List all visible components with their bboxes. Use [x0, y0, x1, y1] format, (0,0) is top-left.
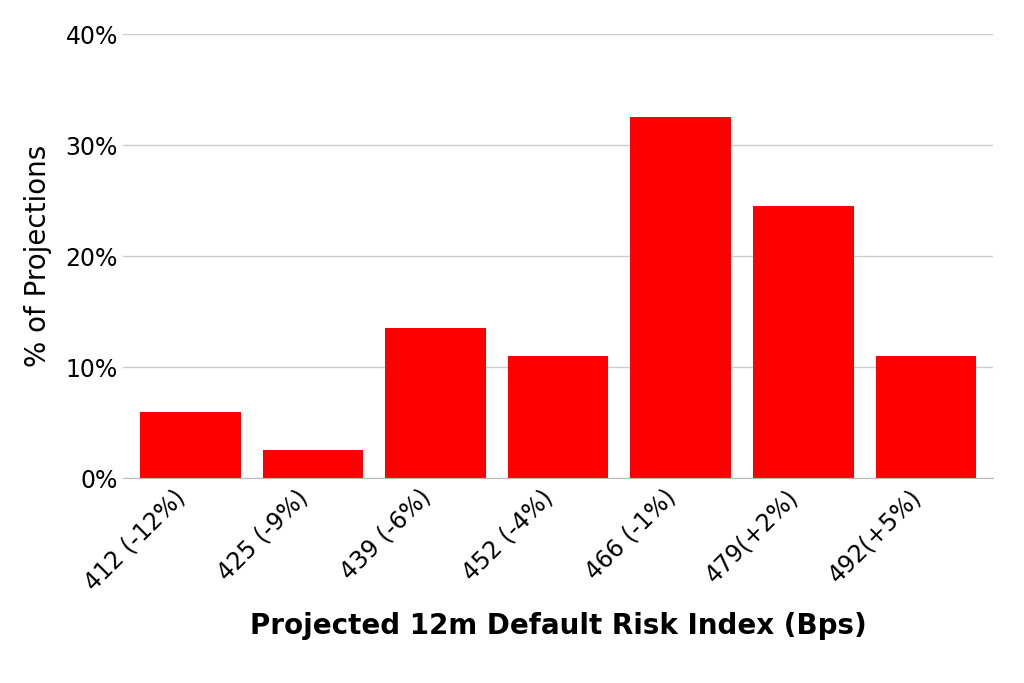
Bar: [876, 356, 976, 478]
Bar: [140, 411, 241, 478]
Bar: [508, 356, 608, 478]
X-axis label: Projected 12m Default Risk Index (Bps): Projected 12m Default Risk Index (Bps): [250, 611, 866, 639]
Bar: [385, 329, 485, 478]
Y-axis label: % of Projections: % of Projections: [24, 145, 52, 367]
Bar: [631, 117, 731, 478]
Bar: [753, 206, 854, 478]
Bar: [262, 450, 364, 478]
